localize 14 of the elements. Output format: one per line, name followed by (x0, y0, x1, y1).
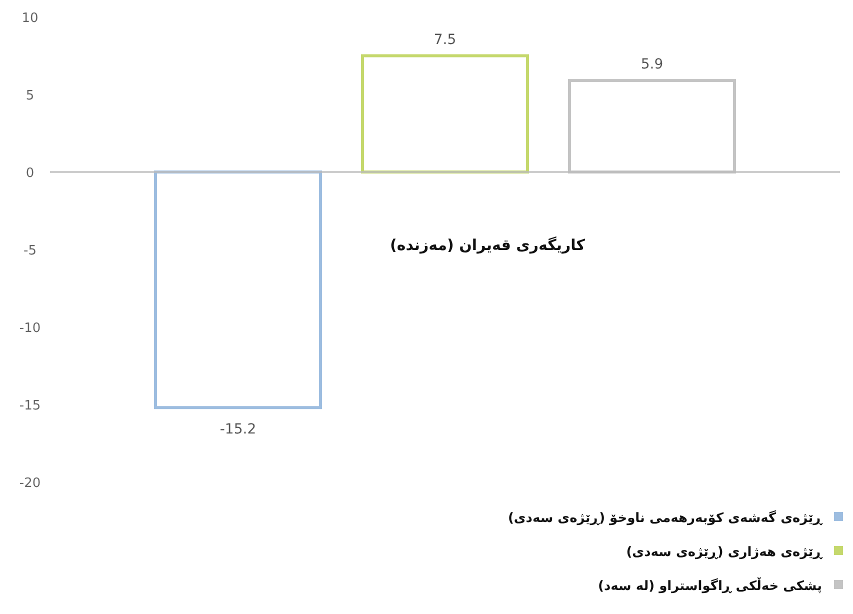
data-label: 5.9 (640, 56, 664, 73)
text: کاریگەری قەیران (مەزندە) (390, 236, 586, 254)
y-tick-label: -10 (19, 321, 41, 336)
y-tick-label: -15 (19, 398, 41, 414)
y-tick-label: -20 (19, 476, 41, 491)
legend-label: پشکی خەڵکی ڕاگواستراو (لە سەد) (598, 577, 822, 594)
legend-label: ڕێژەی هەژاری (ڕێژەی سەدی) (626, 545, 824, 560)
data-label: -15.2 (220, 422, 256, 438)
legend-label: ڕێژەی گەشەی کۆبەرهەمی ناوخۆ (ڕێژەی سەدی) (508, 510, 824, 526)
data-label: 7.5 (434, 32, 456, 48)
y-tick-label: 10 (22, 11, 38, 26)
y-tick-label: 0 (26, 166, 34, 181)
y-tick-label: -5 (24, 244, 36, 258)
y-tick-label: 5 (26, 88, 34, 104)
